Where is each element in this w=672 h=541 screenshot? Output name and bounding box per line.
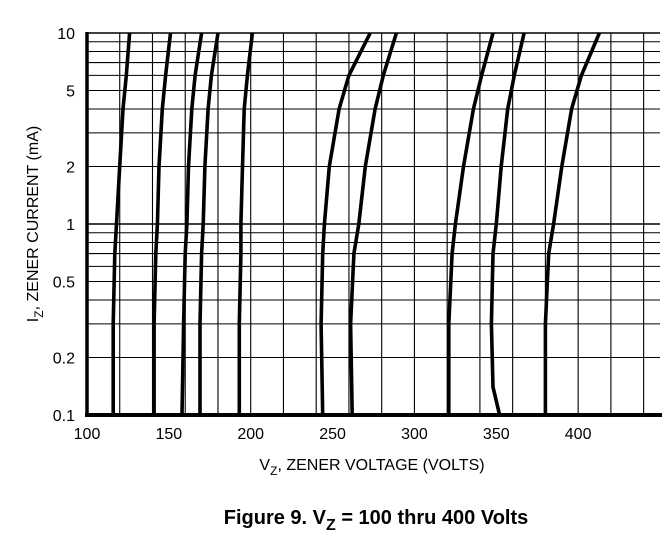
figure-caption-suffix: = 100 thru 400 Volts	[336, 507, 529, 529]
axes	[85, 32, 662, 417]
series-line-3	[180, 32, 204, 416]
x-tick-label: 300	[401, 426, 428, 443]
series-line-6	[319, 32, 372, 416]
y-axis-title-suffix: , ZENER CURRENT (mA)	[25, 126, 42, 311]
series-line-9	[447, 32, 495, 415]
series-line-8	[489, 32, 526, 416]
x-tick-label: 250	[319, 426, 346, 443]
y-tick-label: 1	[66, 217, 75, 234]
series-line-1	[111, 32, 132, 415]
y-tick-label: 0.1	[53, 408, 75, 425]
y-tick-label: 5	[66, 83, 75, 100]
y-tick-label: 0.5	[53, 274, 75, 291]
series-line-7	[348, 32, 399, 416]
figure-caption-prefix: Figure 9. V	[224, 507, 327, 529]
series-line-4	[198, 32, 220, 415]
series-line-2	[152, 32, 173, 415]
x-tick-label: 400	[565, 426, 592, 443]
figure-caption-subscript: Z	[326, 517, 336, 534]
x-axis-title-prefix: V	[259, 457, 270, 474]
y-axis-title: IZ, ZENER CURRENT (mA)	[25, 126, 46, 322]
x-axis-title-subscript: Z	[270, 464, 277, 478]
y-tick-label: 0.2	[53, 351, 75, 368]
x-tick-label: 350	[483, 426, 510, 443]
series-group	[111, 32, 602, 416]
x-tick-label: 200	[237, 426, 264, 443]
series-line-10	[543, 32, 602, 415]
grid	[87, 32, 660, 415]
figure-caption: Figure 9. VZ = 100 thru 400 Volts	[224, 507, 529, 534]
series-line-5	[237, 32, 255, 415]
y-tick-label: 10	[57, 26, 75, 43]
x-tick-label: 150	[156, 426, 183, 443]
y-axis-title-prefix: I	[25, 318, 42, 322]
y-tick-label: 2	[66, 160, 75, 177]
x-axis-title: VZ, ZENER VOLTAGE (VOLTS)	[259, 457, 484, 478]
x-tick-label: 100	[74, 426, 101, 443]
x-axis-title-suffix: , ZENER VOLTAGE (VOLTS)	[277, 457, 484, 474]
x-tick-labels: 100 150 200 250 300 350 400	[74, 426, 592, 443]
y-axis-title-subscript: Z	[32, 310, 46, 317]
y-tick-labels: 0.1 0.2 0.5 1 2 5 10	[53, 26, 75, 425]
